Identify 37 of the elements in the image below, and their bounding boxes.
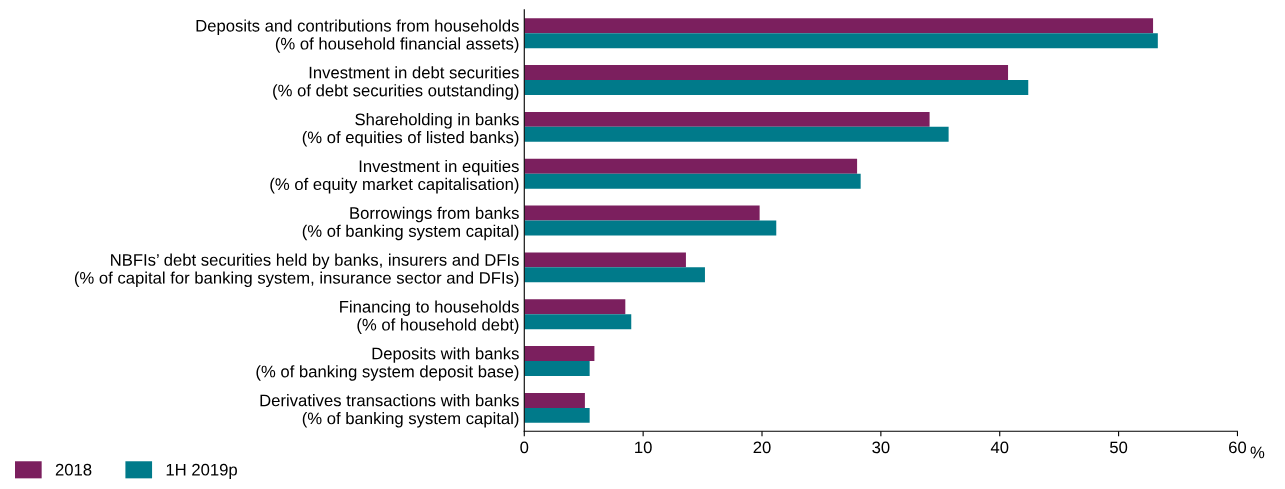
x-tick-label: 50 [1109,441,1128,454]
x-tick-label: 40 [990,441,1009,454]
y-tick-label: Investment in equities (% of equity market capitalisation) [270,159,519,194]
y-tick-label: Borrowings from banks (% of banking system capital) [302,206,519,241]
legend-label: 2018 [55,463,92,476]
bar [524,252,686,268]
bar [524,33,1158,49]
bar [524,267,705,283]
x-tick-label: 10 [635,441,652,454]
y-tick-label: Derivatives transactions with banks (% of banking system capital) [260,394,519,428]
x-tick-label: 60 [1229,441,1247,454]
y-tick-label: Deposits with banks (% of banking system deposit base) [256,347,519,381]
x-tick-label: 30 [872,441,890,454]
bar [524,18,1154,34]
legend-label: 1H 2019p [166,463,237,479]
bar [524,299,626,315]
bar [524,314,632,330]
x-axis-title: % [1250,446,1265,459]
bar [524,346,595,362]
x-tick-label: 20 [753,441,771,454]
bar [524,126,949,142]
bar [524,173,861,189]
y-tick-label: Investment in debt securities (% of debt securities outstanding) [273,66,519,100]
bar [524,158,858,174]
bar [524,65,1009,81]
bar [524,205,760,221]
bar [524,111,930,127]
x-tick-label: 0 [520,441,529,454]
bar [524,220,777,236]
bar [524,80,1029,96]
bar [524,361,590,377]
y-tick-label: Shareholding in banks (% of equities of listed banks) [302,113,519,147]
bar [524,407,590,423]
y-tick-label: NBFIs’ debt securities held by banks, insurers and DFIs (% of capital for banking system, insurance sector and DFIs) [74,253,519,288]
y-tick-label: Financing to households (% of household debt) [340,300,519,334]
bar [524,392,585,408]
y-tick-label: Deposits and contributions from households (% of household financial assets) [196,19,519,53]
